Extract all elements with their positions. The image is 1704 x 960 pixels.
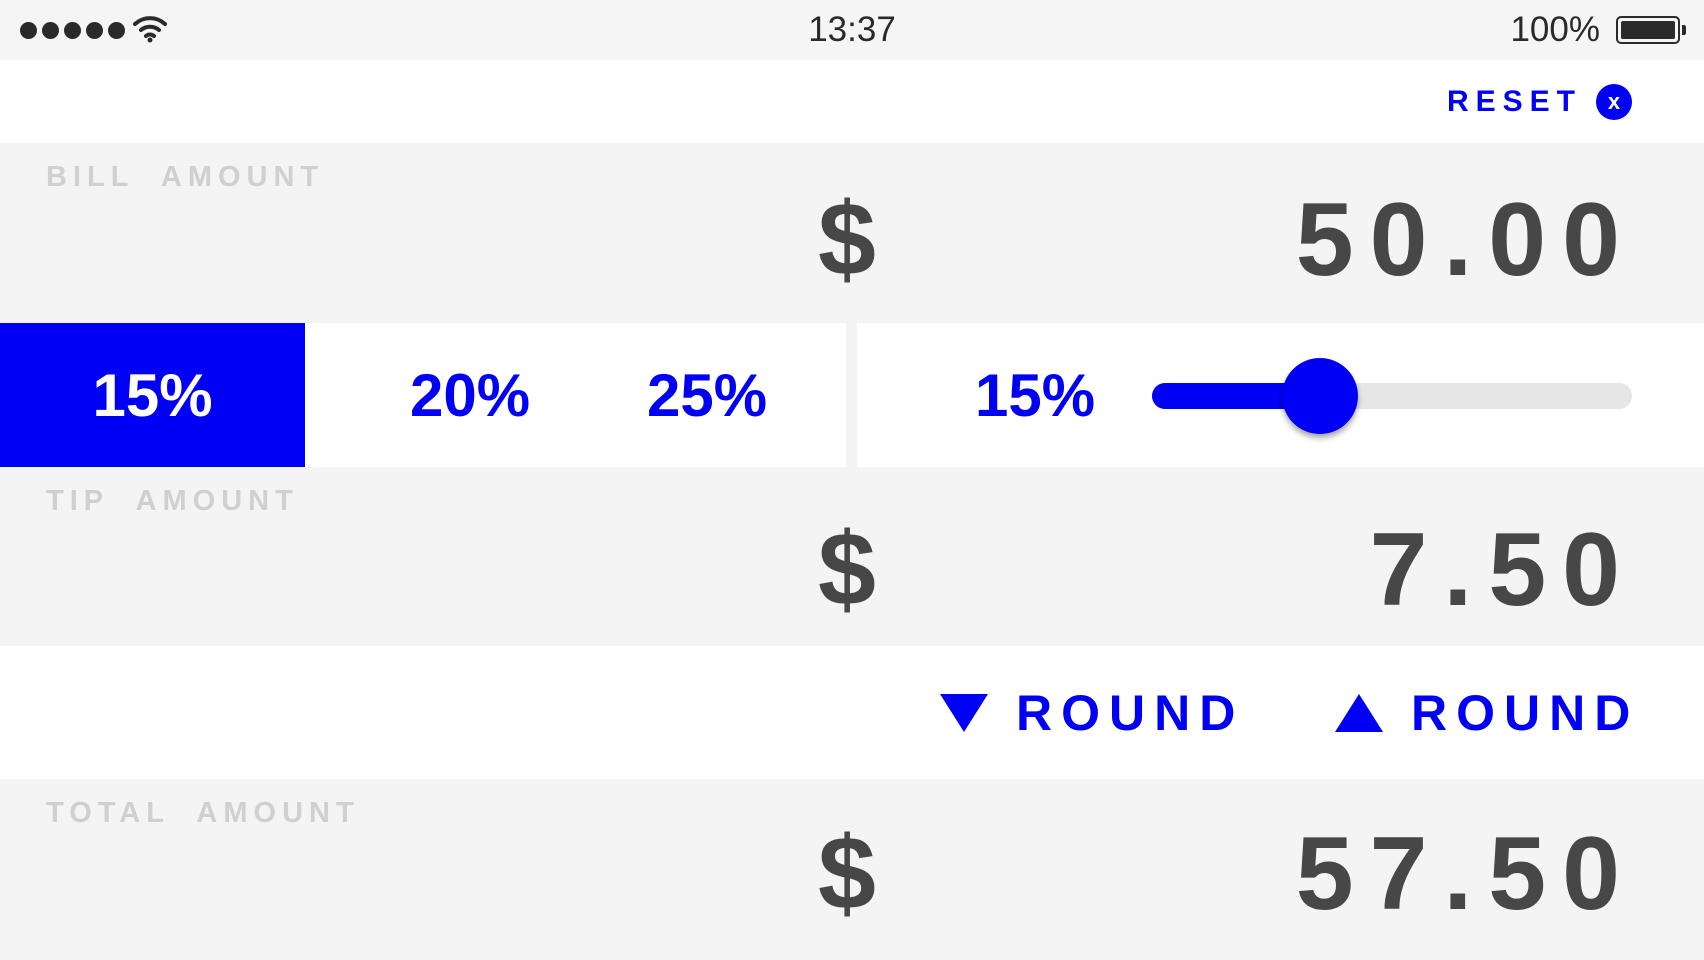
reset-button[interactable]: RESET x <box>1447 84 1632 120</box>
total-amount-label: TOTAL AMOUNT <box>46 797 360 830</box>
triangle-down-icon <box>940 694 988 732</box>
slider-value-label: 15% <box>975 323 1095 467</box>
reset-row: RESET x <box>0 60 1704 143</box>
bill-amount-panel[interactable]: BILL AMOUNT $ 50.00 <box>0 143 1704 323</box>
tip-currency-symbol: $ <box>818 511 876 630</box>
round-up-label: ROUND <box>1411 684 1639 742</box>
slider-thumb[interactable] <box>1282 358 1358 434</box>
reset-label: RESET <box>1447 85 1582 119</box>
bill-amount-label: BILL AMOUNT <box>46 161 324 194</box>
divider <box>846 323 857 467</box>
round-up-button[interactable]: ROUND <box>1335 646 1639 779</box>
tip-option-20[interactable]: 20% <box>365 323 575 467</box>
status-bar: 13:37 100% <box>0 0 1704 60</box>
tip-option-15[interactable]: 15% <box>0 323 305 467</box>
round-row: ROUND ROUND <box>0 646 1704 779</box>
tip-percent-selector: 15% 20% 25% 15% <box>0 323 1704 467</box>
close-circle-icon: x <box>1596 84 1632 120</box>
triangle-up-icon <box>1335 694 1383 732</box>
battery-percent: 100% <box>1510 10 1600 50</box>
status-time: 13:37 <box>0 10 1704 50</box>
round-down-button[interactable]: ROUND <box>940 646 1244 779</box>
battery-icon <box>1616 16 1680 44</box>
bill-currency-symbol: $ <box>818 181 876 300</box>
tip-amount-value: 7.50 <box>1370 511 1636 630</box>
tip-amount-label: TIP AMOUNT <box>46 485 299 518</box>
total-currency-symbol: $ <box>818 815 876 934</box>
tip-amount-panel: TIP AMOUNT $ 7.50 <box>0 467 1704 646</box>
tip-slider[interactable] <box>1152 383 1632 409</box>
tip-option-25[interactable]: 25% <box>602 323 812 467</box>
bill-amount-input[interactable]: 50.00 <box>1296 181 1636 300</box>
total-amount-value: 57.50 <box>1296 815 1636 934</box>
total-amount-panel: TOTAL AMOUNT $ 57.50 <box>0 779 1704 960</box>
round-down-label: ROUND <box>1016 684 1244 742</box>
